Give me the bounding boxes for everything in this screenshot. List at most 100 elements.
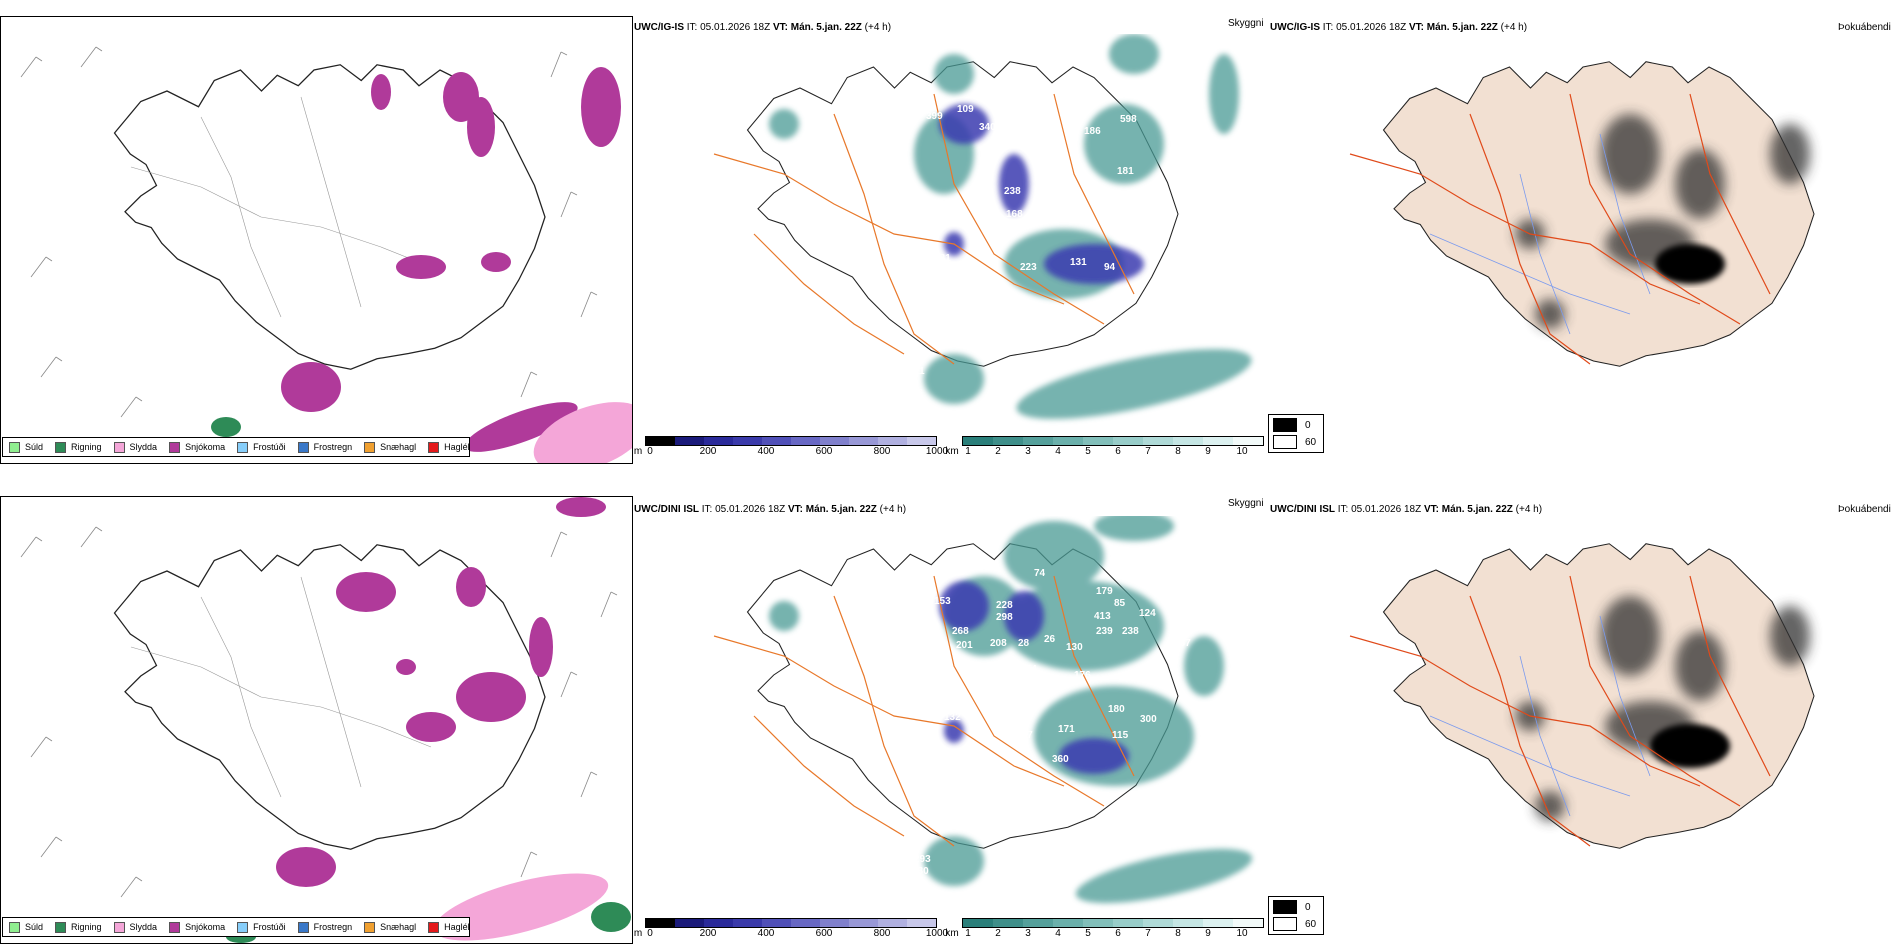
precip-legend-bottom: Súld Rigning Slydda Snjókoma Frostúði Fr… <box>2 917 470 937</box>
colorbar-step <box>733 437 762 445</box>
colorbar-step <box>1083 919 1113 927</box>
colorbar-step <box>646 437 675 445</box>
colorbar-step <box>733 919 762 927</box>
svg-text:131: 131 <box>1070 257 1087 268</box>
svg-text:201: 201 <box>956 640 973 651</box>
svg-text:366: 366 <box>906 388 923 399</box>
svg-text:208: 208 <box>990 638 1007 649</box>
svg-text:300: 300 <box>1140 714 1157 725</box>
colorbar-step <box>1113 437 1143 445</box>
svg-text:26: 26 <box>1044 634 1056 645</box>
ceiling-colorbar-top <box>645 436 937 446</box>
colorbar-step <box>1023 919 1053 927</box>
colorbar-step <box>878 437 907 445</box>
svg-text:109: 109 <box>957 104 974 115</box>
colorbar-step <box>1113 919 1143 927</box>
svg-text:94: 94 <box>1104 262 1116 273</box>
svg-text:132: 132 <box>944 712 961 723</box>
snow-areas <box>281 67 621 452</box>
colorbar-step <box>849 437 878 445</box>
svg-text:280: 280 <box>912 866 929 877</box>
visibility-type-label-bottom: Skyggni <box>1228 498 1264 509</box>
svg-text:130: 130 <box>1066 642 1083 653</box>
colorbar-step <box>762 919 791 927</box>
svg-text:153: 153 <box>934 596 951 607</box>
colorbar-step <box>1053 437 1083 445</box>
svg-text:340: 340 <box>979 122 996 133</box>
fog-title-bottom: UWC/DINI ISL IT: 05.01.2026 18Z VT: Mán.… <box>1270 504 1543 515</box>
colorbar-step <box>675 919 704 927</box>
colorbar-step <box>907 919 936 927</box>
svg-text:179: 179 <box>1096 586 1113 597</box>
colorbar-step <box>791 919 820 927</box>
colorbar-step <box>963 919 993 927</box>
svg-text:177: 177 <box>1016 730 1033 741</box>
fog-type-label-bottom: Þokuábendi <box>1838 504 1891 515</box>
svg-text:125: 125 <box>1025 139 1042 150</box>
svg-text:957: 957 <box>1174 638 1191 649</box>
colorbar-step <box>993 919 1023 927</box>
visibility-colorbar-bottom <box>962 918 1264 928</box>
svg-text:74: 74 <box>1034 568 1046 579</box>
colorbar-step <box>1233 919 1263 927</box>
svg-text:238: 238 <box>1122 626 1139 637</box>
colorbar-step <box>791 437 820 445</box>
fog-legend-top: 0 60 <box>1268 414 1324 453</box>
svg-text:298: 298 <box>996 612 1013 623</box>
colorbar-step <box>878 919 907 927</box>
colorbar-step <box>1203 919 1233 927</box>
svg-text:85: 85 <box>1114 598 1126 609</box>
svg-text:115: 115 <box>1112 730 1129 741</box>
svg-text:293: 293 <box>914 854 931 865</box>
ceiling-colorbar-bottom <box>645 918 937 928</box>
colorbar-step <box>704 437 733 445</box>
svg-text:238: 238 <box>1004 186 1021 197</box>
visibility-colorbar-top <box>962 436 1264 446</box>
precip-legend-top: Súld Rigning Slydda Snjókoma Frostúði Fr… <box>2 437 470 457</box>
visibility-map-bottom: 74 179 85 153 228 413 124 298 238 239 95… <box>713 516 1253 904</box>
colorbar-step <box>820 437 849 445</box>
svg-text:186: 186 <box>1084 126 1101 137</box>
svg-text:181: 181 <box>934 253 951 264</box>
visibility-type-label-top: Skyggni <box>1228 18 1264 29</box>
fog-map-bottom <box>1349 543 1815 849</box>
colorbar-step <box>646 919 675 927</box>
colorbar-step <box>820 919 849 927</box>
svg-text:45: 45 <box>982 347 994 358</box>
colorbar-step <box>907 437 936 445</box>
colorbar-step <box>704 919 733 927</box>
svg-text:228: 228 <box>996 600 1013 611</box>
svg-text:28: 28 <box>1018 638 1030 649</box>
svg-text:171: 171 <box>1058 724 1075 735</box>
colorbar-step <box>993 437 1023 445</box>
svg-text:399: 399 <box>926 111 943 122</box>
colorbar-step <box>1143 437 1173 445</box>
visibility-title-bottom: UWC/DINI ISL IT: 05.01.2026 18Z VT: Mán.… <box>634 504 907 515</box>
colorbar-step <box>1173 919 1203 927</box>
colorbar-step <box>1143 919 1173 927</box>
colorbar-step <box>1053 919 1083 927</box>
colorbar-step <box>1173 437 1203 445</box>
colorbar-step <box>762 437 791 445</box>
svg-text:413: 413 <box>1094 611 1111 622</box>
svg-text:181: 181 <box>1117 166 1134 177</box>
svg-text:268: 268 <box>952 626 969 637</box>
colorbar-step <box>1203 437 1233 445</box>
precip-map-top <box>0 16 633 464</box>
svg-text:176: 176 <box>1074 670 1091 681</box>
svg-text:598: 598 <box>1120 114 1137 125</box>
colorbar-step <box>1233 437 1263 445</box>
precip-map-bottom <box>0 496 633 944</box>
svg-text:142: 142 <box>1044 171 1061 182</box>
colorbar-step <box>1083 437 1113 445</box>
colorbar-step <box>963 437 993 445</box>
svg-text:223: 223 <box>1020 262 1037 273</box>
fog-title-top: UWC/IG-IS IT: 05.01.2026 18Z VT: Mán. 5.… <box>1270 22 1528 33</box>
colorbar-step <box>1023 437 1053 445</box>
visibility-map-top: 399 109 340 186 598 125 181 238 168 142 … <box>713 34 1252 419</box>
colorbar-step <box>849 919 878 927</box>
svg-text:180: 180 <box>1108 704 1125 715</box>
fog-map-top <box>1349 61 1815 367</box>
svg-text:168: 168 <box>1006 209 1023 220</box>
svg-text:360: 360 <box>1052 754 1069 765</box>
